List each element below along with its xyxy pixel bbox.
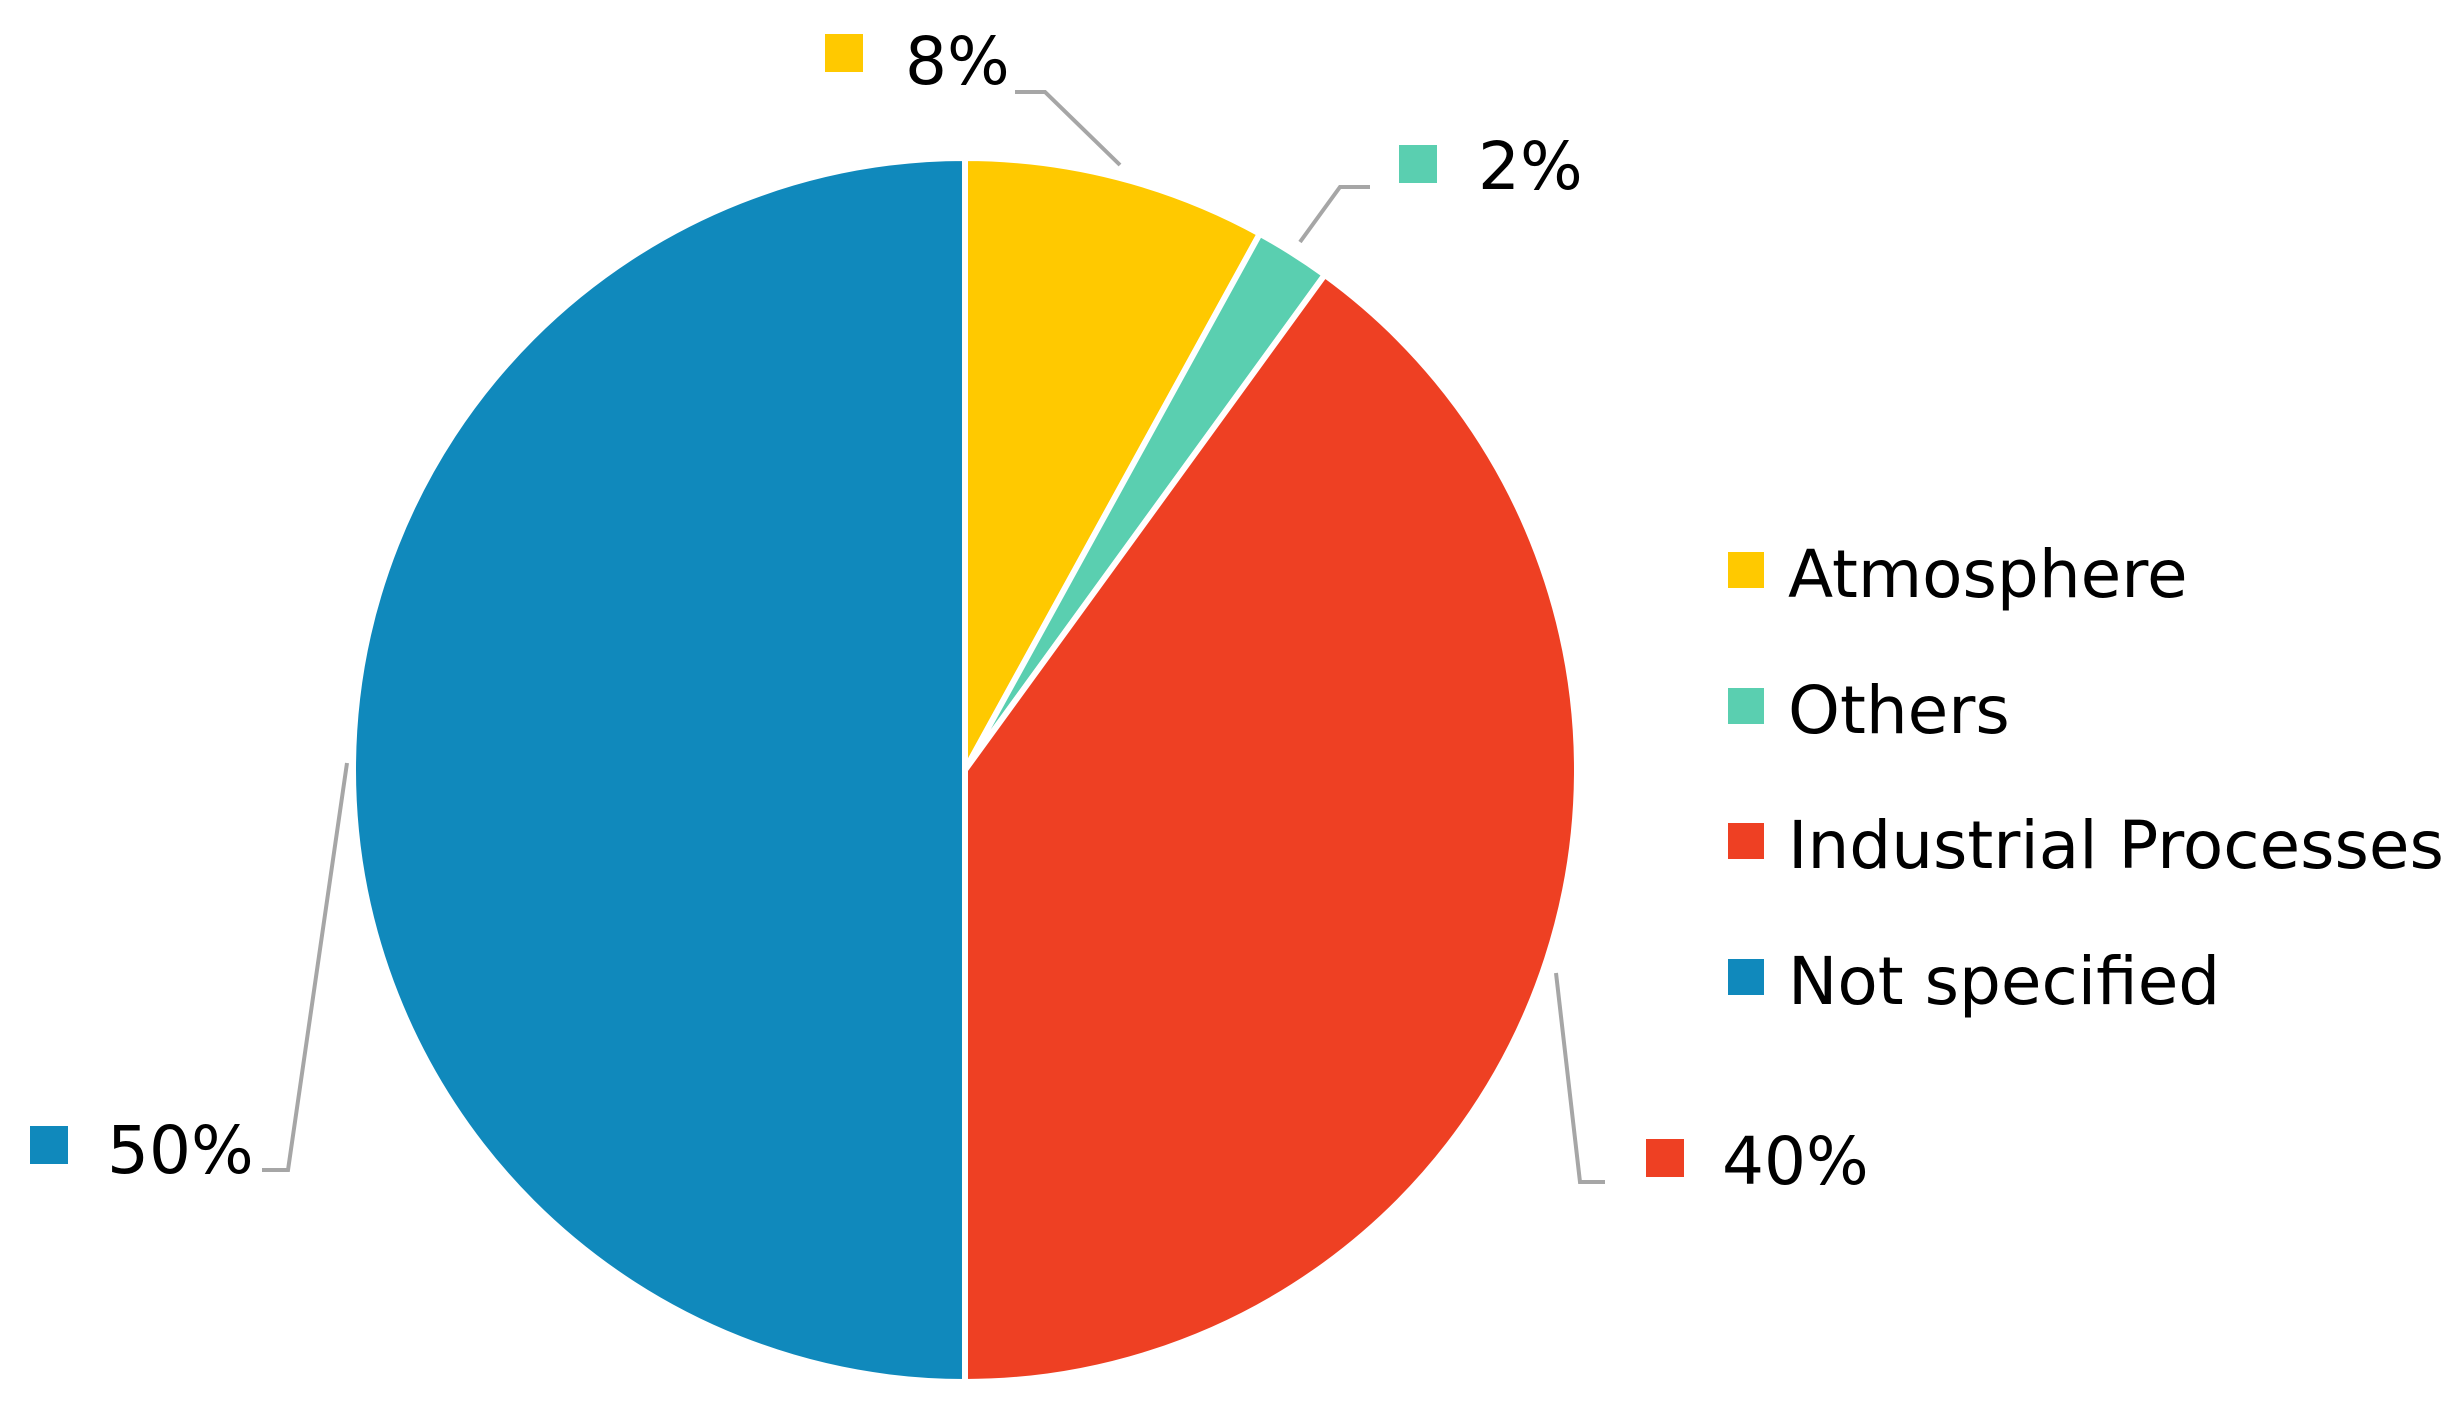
leader-lines <box>262 90 1605 1184</box>
pie-slice-atmosphere <box>962 155 1263 773</box>
data-label-atmosphere: 8% <box>905 23 1010 100</box>
leader-line-not-specified <box>262 762 349 1172</box>
leader-line-atmosphere <box>1015 90 1122 167</box>
legend-swatch-not-specified <box>1728 959 1764 995</box>
legend-label-not-specified: Not specified <box>1788 943 2220 1020</box>
legend-label-others: Others <box>1788 672 2010 749</box>
data-label-key-atmosphere <box>825 34 863 72</box>
data-labels: 8% 2% 40% 50% <box>30 23 1869 1200</box>
pie-slice-industrial-processes <box>962 271 1580 1385</box>
pie-slices <box>350 155 1580 1385</box>
data-label-key-not-specified <box>30 1126 68 1164</box>
data-label-others: 2% <box>1478 128 1583 205</box>
legend-swatch-industrial-processes <box>1728 823 1764 859</box>
leader-line-others <box>1298 185 1370 244</box>
data-label-industrial-processes: 40% <box>1722 1123 1869 1200</box>
legend-label-industrial-processes: Industrial Processes <box>1788 807 2444 884</box>
legend-swatch-others <box>1728 688 1764 724</box>
data-label-key-industrial-processes <box>1646 1139 1684 1177</box>
leader-line-industrial-processes <box>1554 972 1605 1184</box>
pie-slice-not-specified <box>350 155 968 1385</box>
legend-swatch-atmosphere <box>1728 552 1764 588</box>
data-label-key-others <box>1399 145 1437 183</box>
legend: Atmosphere Others Industrial Processes Not … <box>1728 536 2444 1020</box>
legend-label-atmosphere: Atmosphere <box>1788 536 2188 613</box>
data-label-not-specified: 50% <box>107 1112 254 1189</box>
